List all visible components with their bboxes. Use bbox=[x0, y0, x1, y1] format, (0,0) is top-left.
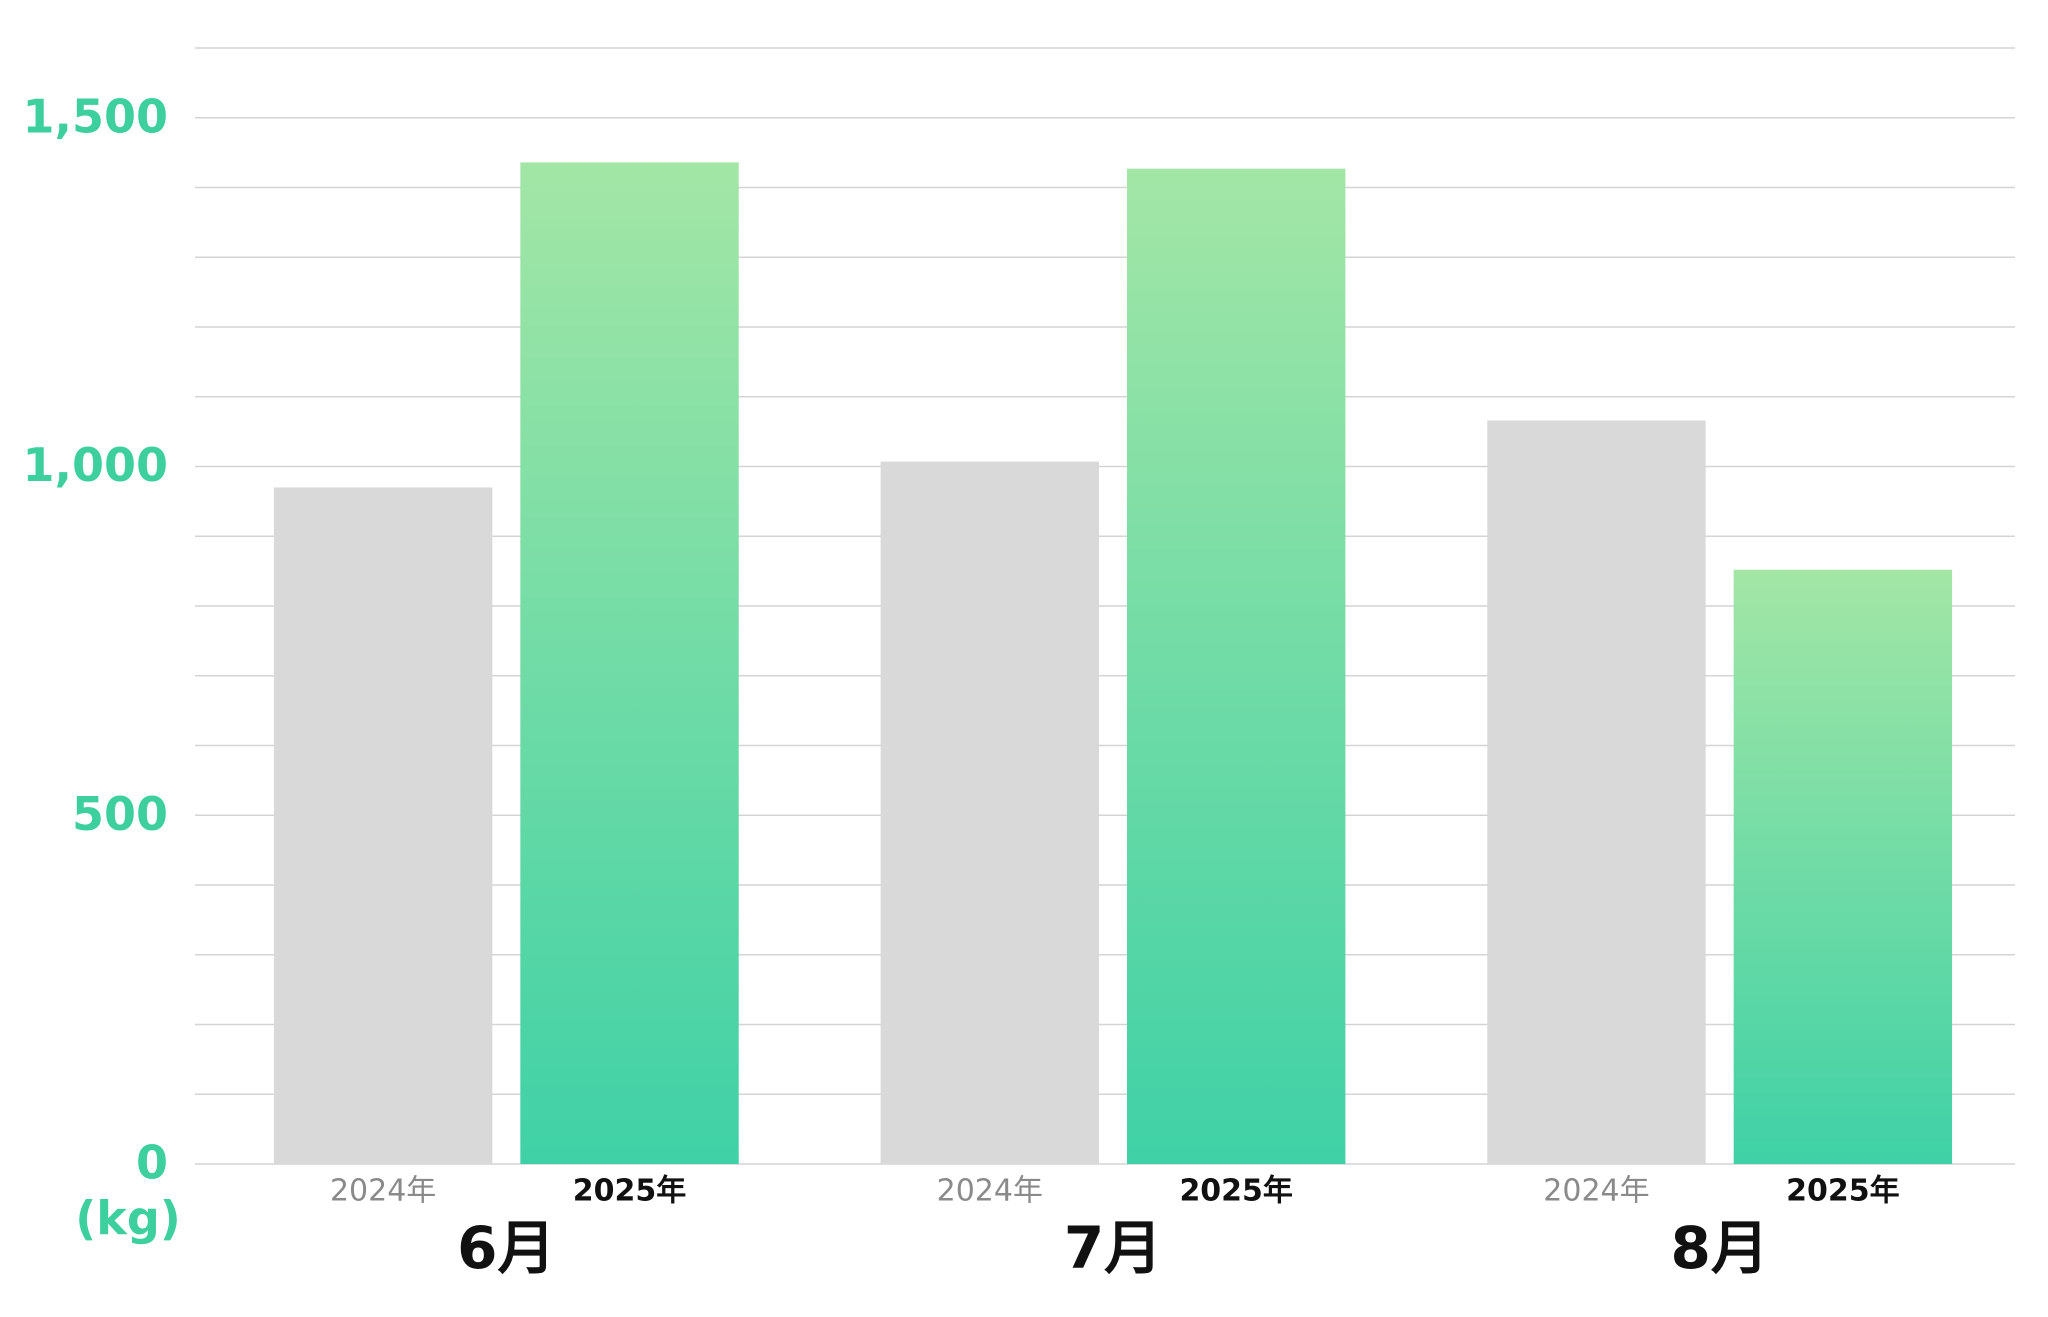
x-tick-label: 7月 bbox=[1064, 1214, 1162, 1282]
series-label: 2025年 bbox=[1786, 1174, 1900, 1209]
series-label: 2025年 bbox=[573, 1174, 687, 1209]
y-tick-label: 1,500 bbox=[22, 89, 168, 143]
x-tick-label: 8月 bbox=[1670, 1214, 1768, 1282]
bar bbox=[1487, 420, 1706, 1165]
series-label: 2025年 bbox=[1179, 1174, 1293, 1209]
series-label: 2024年 bbox=[1543, 1174, 1649, 1209]
y-unit: (kg) bbox=[75, 1192, 181, 1246]
y-tick-label: 0 bbox=[136, 1136, 168, 1190]
x-tick-label: 6月 bbox=[457, 1214, 555, 1282]
bar bbox=[880, 461, 1099, 1164]
series-label: 2024年 bbox=[937, 1174, 1043, 1209]
bar bbox=[1733, 569, 1953, 1164]
y-tick-label: 1,000 bbox=[22, 438, 168, 492]
series-label: 2024年 bbox=[330, 1174, 436, 1209]
bar bbox=[273, 487, 493, 1164]
bar bbox=[520, 162, 739, 1164]
y-tick-label: 500 bbox=[72, 787, 168, 841]
bar bbox=[1127, 168, 1346, 1165]
